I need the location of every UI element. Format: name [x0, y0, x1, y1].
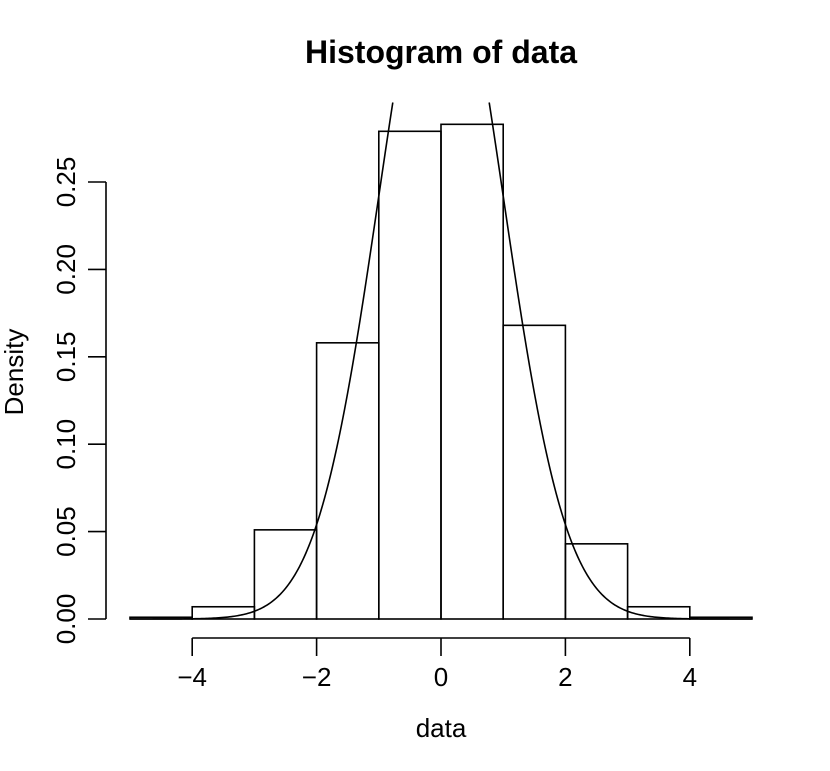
- histogram-bar: [315, 342, 380, 620]
- y-axis: 0.00 0.05 0.10 0.15 0.20 0.25: [51, 157, 107, 645]
- histogram-bar: [253, 529, 318, 620]
- x-tick-label: −4: [177, 662, 207, 692]
- x-tick-label: −2: [302, 662, 332, 692]
- y-tick-label: 0.20: [51, 244, 81, 295]
- y-axis-label: Density: [0, 329, 29, 416]
- histogram-bar: [626, 605, 691, 620]
- x-axis: −4 −2 0 2 4: [177, 637, 697, 692]
- density-curve: [130, 102, 752, 620]
- y-tick-label: 0.00: [51, 594, 81, 645]
- chart-title: Histogram of data: [305, 34, 577, 70]
- y-tick-label: 0.10: [51, 419, 81, 470]
- y-tick-label: 0.15: [51, 331, 81, 382]
- y-tick-label: 0.05: [51, 506, 81, 557]
- x-tick-label: 4: [683, 662, 697, 692]
- density-curve-group: [130, 102, 752, 620]
- histogram-bar: [440, 123, 505, 620]
- y-tick-label: 0.25: [51, 157, 81, 208]
- histogram-bar: [502, 324, 567, 620]
- x-axis-label: data: [416, 713, 467, 743]
- histogram-bar: [564, 543, 629, 620]
- histogram-bars: [129, 123, 753, 620]
- x-tick-label: 0: [434, 662, 448, 692]
- histogram-bar: [377, 130, 442, 620]
- x-tick-label: 2: [558, 662, 572, 692]
